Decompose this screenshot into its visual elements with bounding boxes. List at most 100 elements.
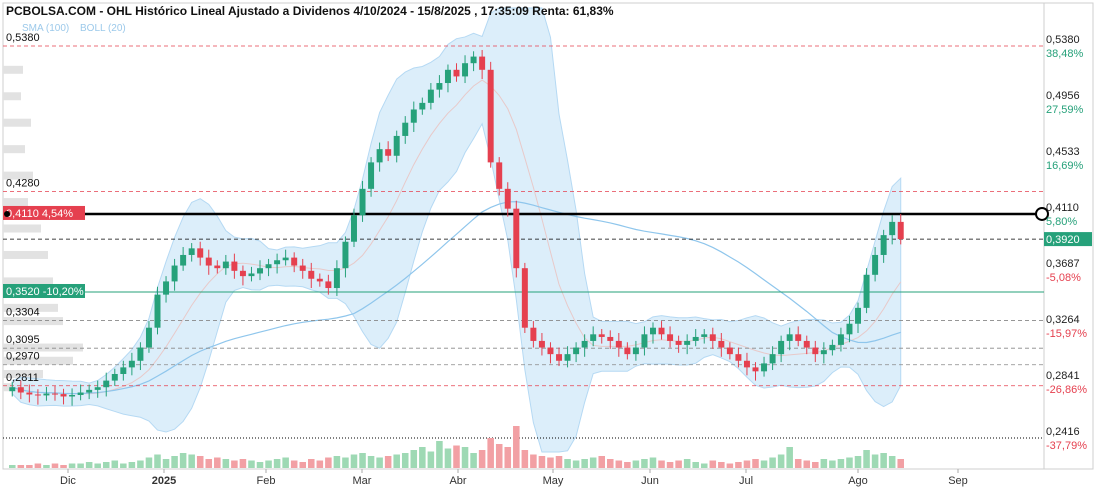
volume-bar	[504, 447, 512, 468]
volume-bar	[214, 457, 221, 468]
candle-body	[444, 69, 451, 84]
candle-body	[299, 265, 306, 271]
x-axis-label: Abr	[449, 475, 466, 487]
volume-bar	[598, 456, 605, 468]
volume-bar	[581, 459, 588, 468]
x-axis-label: May	[543, 475, 564, 487]
volume-bar	[846, 457, 853, 468]
candle-body	[325, 281, 332, 289]
candle-body	[265, 264, 272, 269]
x-axis-label: Mar	[353, 475, 372, 487]
candle-body	[863, 274, 870, 308]
candle-body	[880, 235, 887, 255]
candle-body	[145, 327, 152, 348]
right-axis-pct: -37,79%	[1046, 440, 1087, 452]
volume-profile-bar	[3, 343, 83, 352]
volume-bar	[256, 462, 264, 468]
candle-body	[51, 393, 58, 395]
candle-body	[778, 340, 785, 355]
candle-body	[26, 392, 33, 395]
volume-bar	[179, 453, 187, 468]
volume-bar	[333, 456, 341, 468]
candle-body	[17, 387, 24, 393]
candle-body	[812, 347, 819, 355]
candle-body	[590, 334, 597, 341]
volume-bar	[880, 453, 887, 468]
anchor-dot	[4, 210, 10, 217]
volume-bar	[777, 454, 785, 468]
candle-body	[291, 257, 298, 266]
current-price-tag	[1044, 232, 1092, 247]
candle-body	[359, 188, 366, 216]
candle-body	[530, 327, 537, 341]
candle-body	[350, 215, 357, 242]
candle-body	[667, 334, 674, 341]
volume-bar	[273, 459, 281, 468]
volume-bar	[444, 448, 452, 468]
candle-body	[487, 69, 494, 163]
candle-body	[239, 270, 246, 277]
candle-body	[752, 367, 759, 372]
candle-body	[316, 278, 323, 282]
right-axis-pct: -26,86%	[1046, 384, 1087, 396]
volume-bar	[60, 465, 67, 468]
volume-profile-bar	[3, 145, 25, 154]
candle-body	[214, 265, 221, 269]
candle-body	[342, 241, 349, 269]
right-axis-pct: 5,80%	[1046, 216, 1077, 228]
volume-bar	[786, 447, 793, 468]
volume-profile-bar	[3, 198, 28, 207]
level-label: 0,2811	[6, 372, 39, 384]
right-axis-price: 0,4956	[1046, 90, 1080, 102]
candle-body	[197, 248, 204, 258]
volume-bar	[401, 453, 409, 468]
candle-body	[419, 102, 426, 110]
volume-bar	[9, 465, 16, 468]
volume-bar	[547, 457, 554, 468]
candle-body	[889, 221, 896, 236]
candle-body	[308, 270, 315, 279]
volume-bar	[803, 460, 811, 468]
volume-bar	[530, 454, 537, 468]
volume-bar	[649, 457, 657, 468]
volume-bar	[624, 462, 631, 468]
right-axis-pct: 27,59%	[1046, 104, 1084, 116]
bollinger-mid-line	[12, 79, 902, 395]
candle-body	[641, 334, 648, 348]
volume-bar	[316, 460, 324, 468]
volume-bar	[376, 457, 383, 468]
volume-bar	[17, 465, 25, 468]
candle-body	[333, 268, 340, 289]
volume-bar	[589, 457, 597, 468]
volume-profile-bar	[3, 369, 43, 378]
volume-bar	[359, 453, 366, 468]
volume-profile-bar	[3, 118, 31, 127]
volume-bar	[85, 462, 93, 468]
x-axis-label: Ago	[848, 475, 868, 487]
candle-body	[829, 344, 836, 351]
candle-body	[77, 392, 84, 396]
right-axis-price: 0,2416	[1046, 426, 1080, 438]
volume-bar	[769, 457, 776, 468]
volume-bar	[145, 457, 153, 468]
level-tag-bg	[3, 283, 85, 298]
candle-body	[137, 347, 144, 361]
candle-body	[94, 387, 101, 390]
volume-bar	[700, 463, 708, 468]
right-axis-price: 0,2841	[1046, 370, 1080, 382]
volume-bar	[342, 457, 349, 468]
candle-body	[274, 260, 281, 265]
volume-bar	[43, 465, 50, 468]
volume-bar	[231, 460, 238, 468]
volume-bar	[538, 456, 546, 468]
volume-bar	[683, 459, 691, 468]
candle-body	[427, 89, 434, 103]
volume-profile-bar	[3, 65, 23, 74]
volume-bar	[812, 462, 819, 468]
volume-bar	[51, 463, 59, 468]
volume-bar	[513, 426, 520, 468]
candle-body	[846, 323, 853, 335]
candle-body	[581, 340, 588, 348]
candle-body	[684, 340, 691, 345]
